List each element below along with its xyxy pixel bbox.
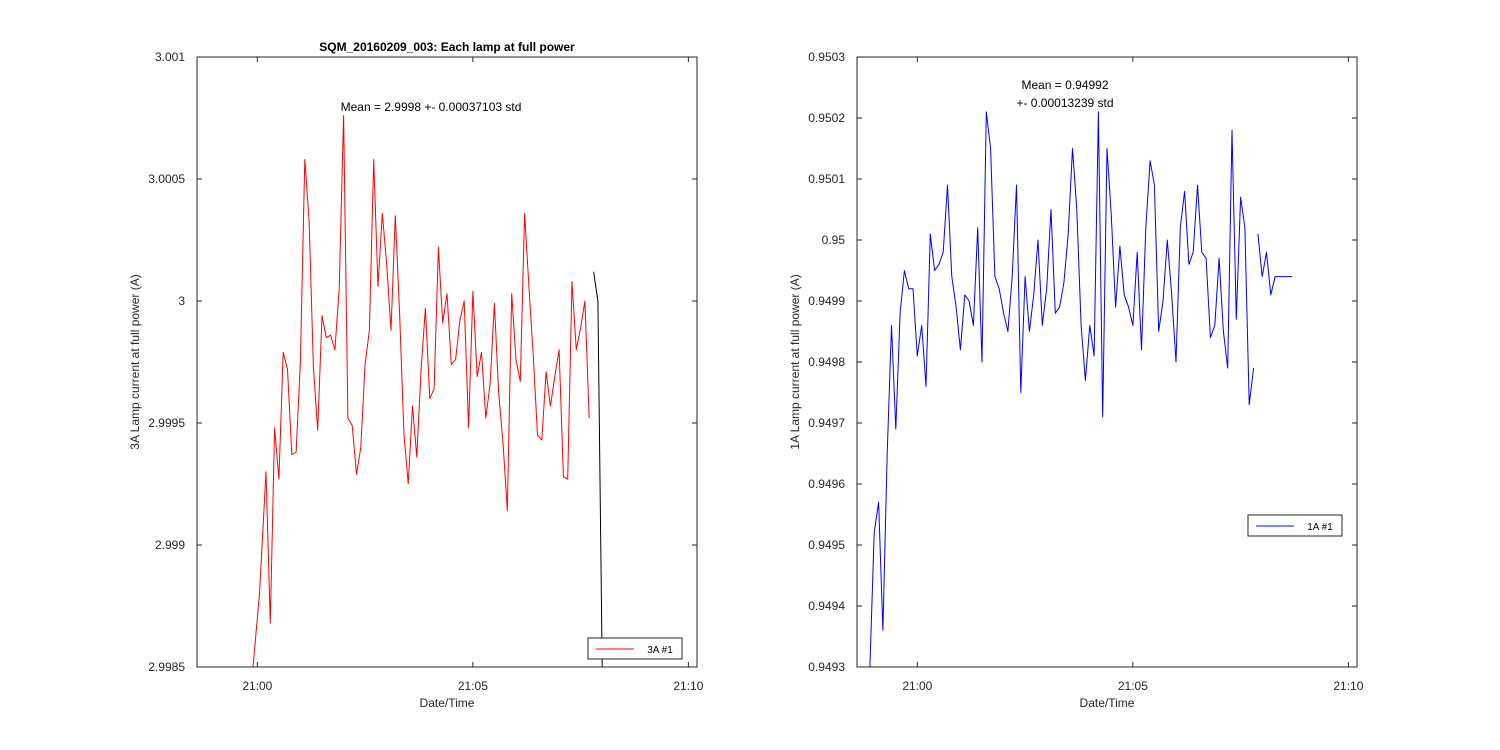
y-tick-label: 3 xyxy=(178,294,185,308)
legend-label: 3A #1 xyxy=(647,645,673,656)
chart-left-3a-lamp: SQM_20160209_003: Each lamp at full powe… xyxy=(128,40,704,710)
y-axis-label: 1A Lamp current at full power (A) xyxy=(788,274,802,449)
tick-group: 21:00 21:05 21:10 0.9493 0.9494 0.9495 0.9496 0… xyxy=(808,50,1363,693)
mean-annotation: Mean = 2.9998 +- 0.00037103 std xyxy=(341,100,522,114)
y-tick-label: 0.9496 xyxy=(808,477,845,491)
plot-area xyxy=(197,57,697,667)
series-line-1 xyxy=(593,271,603,668)
y-axis-label: 3A Lamp current at full power (A) xyxy=(128,274,142,449)
legend-box xyxy=(587,637,683,660)
plot-frame xyxy=(856,56,1358,668)
mean-annotation: Mean = 0.94992 +- 0.00013239 std xyxy=(1016,78,1113,110)
y-tick-label: 0.9498 xyxy=(808,355,845,369)
y-tick-label: 0.9493 xyxy=(808,660,845,674)
legend-label: 1A #1 xyxy=(1307,522,1333,533)
y-tick-label: 0.9494 xyxy=(808,599,845,613)
y-tick-label: 0.9502 xyxy=(808,111,845,125)
x-tick-label: 21:10 xyxy=(1333,679,1363,693)
y-tick-label: 0.9497 xyxy=(808,416,845,430)
y-tick-label: 3.0005 xyxy=(148,172,185,186)
tick-group: 21:00 21:05 21:10 2.9985 2.999 2.9995 3 3.0005 3… xyxy=(148,50,703,693)
x-tick-label: 21:05 xyxy=(458,679,488,693)
y-tick-label: 0.9499 xyxy=(808,294,845,308)
chart-title: SQM_20160209_003: Each lamp at full powe… xyxy=(319,40,575,54)
legend-box xyxy=(1247,514,1343,537)
annotation-line: Mean = 2.9998 +- 0.00037103 std xyxy=(341,100,522,114)
x-tick-label: 21:05 xyxy=(1118,679,1148,693)
series-group xyxy=(869,111,1293,668)
x-axis-label: Date/Time xyxy=(420,696,475,710)
series-group xyxy=(252,115,603,668)
y-tick-label: 3.001 xyxy=(155,50,185,64)
series-line-0 xyxy=(252,115,590,668)
chart-right-1a-lamp: Date/Time 1A Lamp current at full power … xyxy=(788,50,1364,710)
x-tick-label: 21:00 xyxy=(902,679,932,693)
y-tick-label: 2.9985 xyxy=(148,660,185,674)
legend: 1A #1 xyxy=(1247,514,1343,537)
plot-frame xyxy=(196,56,698,668)
x-tick-label: 21:10 xyxy=(673,679,703,693)
y-tick-label: 0.9495 xyxy=(808,538,845,552)
y-tick-label: 2.9995 xyxy=(148,416,185,430)
series-line-1 xyxy=(1257,233,1293,296)
y-tick-label: 0.95 xyxy=(822,233,846,247)
y-tick-label: 0.9501 xyxy=(808,172,845,186)
y-tick-label: 0.9503 xyxy=(808,50,845,64)
series-line-0 xyxy=(869,111,1255,668)
annotation-line: Mean = 0.94992 xyxy=(1021,78,1108,92)
y-tick-label: 2.999 xyxy=(155,538,185,552)
annotation-line: +- 0.00013239 std xyxy=(1016,96,1113,110)
legend: 3A #1 xyxy=(587,637,683,660)
x-tick-label: 21:00 xyxy=(242,679,272,693)
x-axis-label: Date/Time xyxy=(1080,696,1135,710)
